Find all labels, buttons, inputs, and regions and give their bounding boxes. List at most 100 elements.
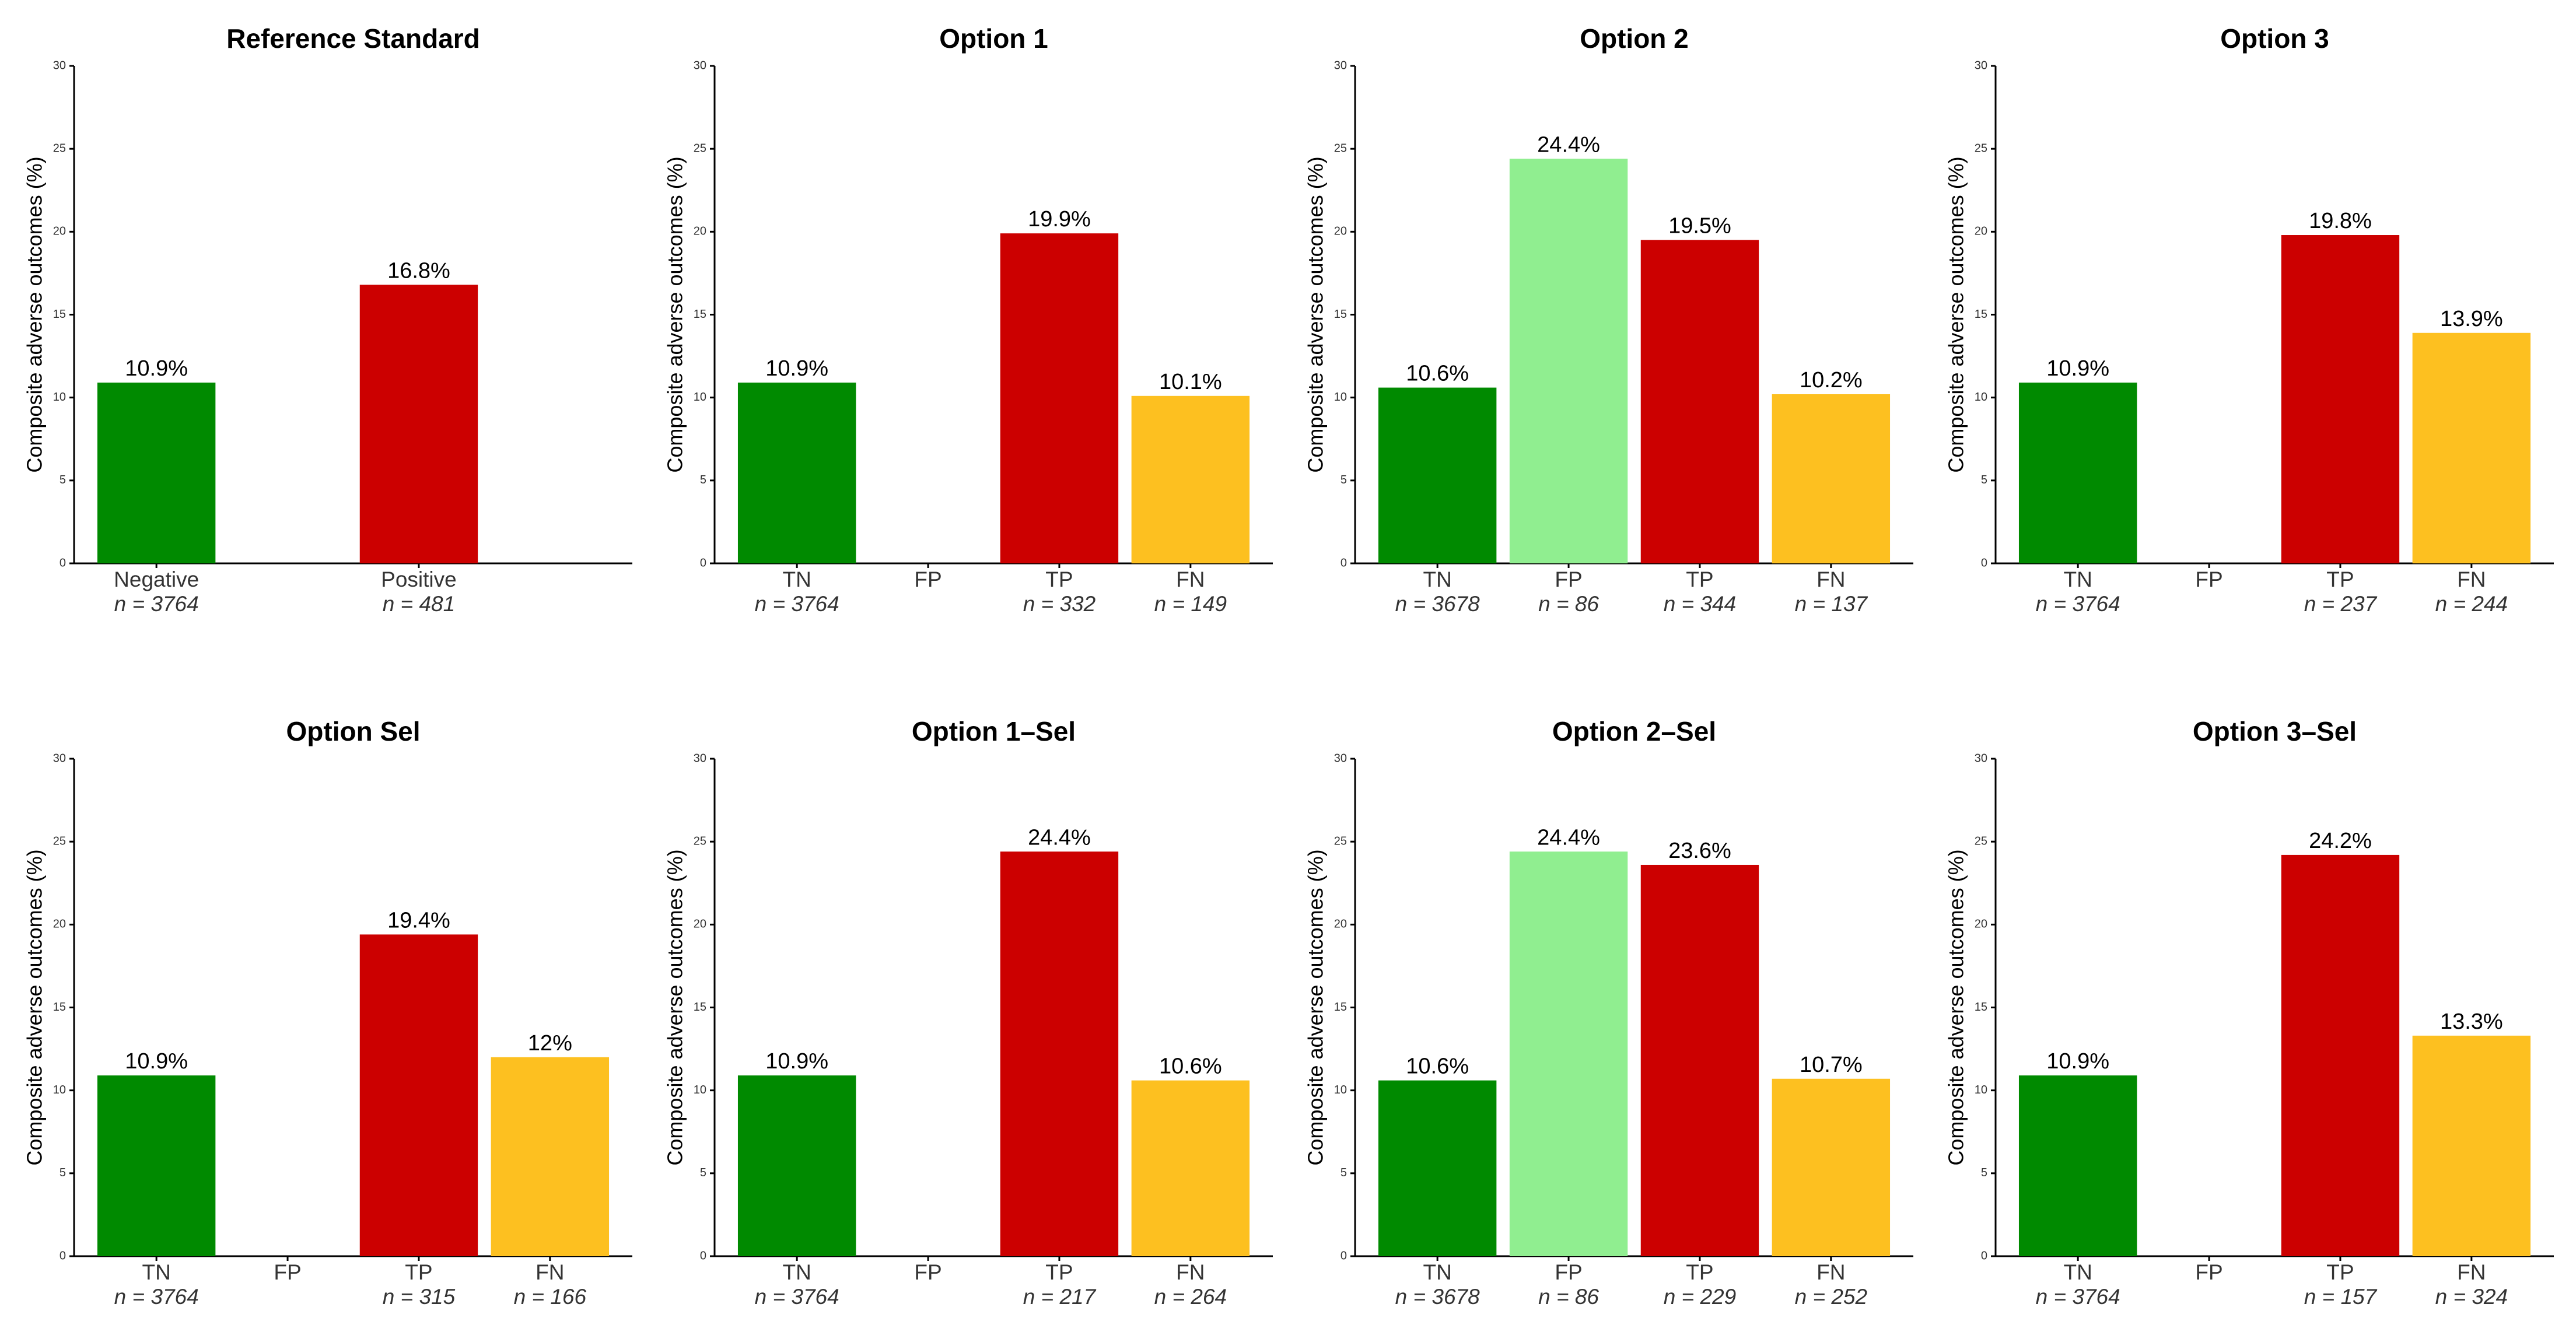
bar bbox=[359, 285, 478, 563]
bar bbox=[1131, 395, 1250, 563]
y-tick-label: 0 bbox=[1340, 556, 1347, 569]
y-tick-label: 30 bbox=[1975, 59, 1987, 72]
bar bbox=[1000, 851, 1119, 1256]
value-label: 10.1% bbox=[1159, 370, 1222, 394]
y-tick-label: 30 bbox=[1334, 59, 1347, 72]
x-tick-label: TP bbox=[1045, 567, 1073, 591]
y-tick-label: 5 bbox=[60, 474, 66, 486]
value-label: 12% bbox=[528, 1031, 572, 1056]
value-label: 19.8% bbox=[2309, 209, 2372, 233]
value-label: 16.8% bbox=[387, 258, 450, 283]
y-axis-label: Composite adverse outcomes (%) bbox=[663, 849, 687, 1165]
x-tick-label: TN bbox=[1423, 1260, 1451, 1284]
n-label: n = 86 bbox=[1538, 1285, 1599, 1309]
y-tick-label: 20 bbox=[53, 225, 66, 238]
y-axis-label: Composite adverse outcomes (%) bbox=[1304, 849, 1328, 1165]
y-tick-label: 0 bbox=[60, 556, 66, 569]
bar bbox=[1378, 387, 1497, 563]
bar bbox=[1000, 233, 1119, 564]
n-label: n = 332 bbox=[1023, 592, 1096, 616]
value-label: 10.9% bbox=[765, 356, 828, 381]
value-label: 10.6% bbox=[1406, 362, 1469, 386]
x-tick-label: Positive bbox=[381, 567, 457, 591]
n-label: n = 237 bbox=[2304, 592, 2378, 616]
y-tick-label: 30 bbox=[694, 59, 706, 72]
y-tick-label: 25 bbox=[53, 142, 66, 155]
panel-title: Option 1 bbox=[939, 23, 1048, 54]
y-tick-label: 10 bbox=[1334, 1084, 1347, 1096]
bar bbox=[359, 934, 478, 1256]
y-tick-label: 10 bbox=[1975, 391, 1987, 404]
bar bbox=[1772, 394, 1891, 563]
y-tick-label: 25 bbox=[694, 835, 706, 847]
x-tick-label: FN bbox=[1817, 1260, 1845, 1284]
value-label: 10.9% bbox=[2046, 1049, 2109, 1074]
n-label: n = 264 bbox=[1154, 1285, 1227, 1309]
n-label: n = 3678 bbox=[1395, 1285, 1480, 1309]
x-tick-label: FP bbox=[1555, 1260, 1582, 1284]
y-tick-label: 20 bbox=[1975, 918, 1987, 931]
y-tick-label: 15 bbox=[1975, 1001, 1987, 1014]
y-axis-label: Composite adverse outcomes (%) bbox=[23, 156, 47, 472]
panel-title: Option Sel bbox=[286, 716, 421, 746]
bar bbox=[2281, 854, 2400, 1256]
y-tick-label: 0 bbox=[1981, 556, 1987, 569]
x-tick-label: TN bbox=[2063, 567, 2092, 591]
y-tick-label: 25 bbox=[1975, 142, 1987, 155]
value-label: 19.4% bbox=[387, 908, 450, 933]
value-label: 23.6% bbox=[1668, 839, 1731, 863]
n-label: n = 3678 bbox=[1395, 592, 1480, 616]
y-tick-label: 5 bbox=[700, 474, 706, 486]
n-label: n = 481 bbox=[383, 592, 455, 616]
x-tick-label: FP bbox=[1555, 567, 1582, 591]
n-label: n = 315 bbox=[383, 1285, 456, 1309]
x-tick-label: FP bbox=[274, 1260, 301, 1284]
x-tick-label: FP bbox=[2195, 1260, 2222, 1284]
y-tick-label: 30 bbox=[53, 59, 66, 72]
x-tick-label: TN bbox=[2063, 1260, 2092, 1284]
bar bbox=[2281, 235, 2400, 563]
bar bbox=[737, 1075, 856, 1256]
value-label: 10.6% bbox=[1406, 1054, 1469, 1079]
n-label: n = 166 bbox=[514, 1285, 587, 1309]
bar bbox=[1509, 851, 1628, 1256]
value-label: 19.5% bbox=[1668, 214, 1731, 239]
value-label: 24.2% bbox=[2309, 829, 2372, 853]
bar bbox=[1640, 240, 1759, 563]
x-tick-label: TP bbox=[1686, 1260, 1713, 1284]
n-label: n = 3764 bbox=[2036, 592, 2120, 616]
y-tick-label: 0 bbox=[1340, 1249, 1347, 1262]
x-tick-label: FN bbox=[1817, 567, 1845, 591]
x-tick-label: FN bbox=[2457, 567, 2486, 591]
n-label: n = 149 bbox=[1154, 592, 1227, 616]
n-label: n = 137 bbox=[1795, 592, 1868, 616]
y-tick-label: 15 bbox=[53, 1001, 66, 1014]
x-tick-label: FN bbox=[2457, 1260, 2486, 1284]
x-tick-label: FP bbox=[914, 567, 942, 591]
y-tick-label: 15 bbox=[694, 1001, 706, 1014]
y-tick-label: 30 bbox=[1975, 752, 1987, 765]
bar bbox=[491, 1057, 610, 1256]
n-label: n = 157 bbox=[2304, 1285, 2378, 1309]
y-tick-label: 20 bbox=[1334, 225, 1347, 238]
x-tick-label: TP bbox=[1045, 1260, 1073, 1284]
x-tick-label: FP bbox=[2195, 567, 2222, 591]
n-label: n = 252 bbox=[1795, 1285, 1868, 1309]
y-tick-label: 5 bbox=[1340, 1166, 1347, 1179]
y-tick-label: 25 bbox=[694, 142, 706, 155]
x-tick-label: TN bbox=[142, 1260, 170, 1284]
x-tick-label: TP bbox=[405, 1260, 432, 1284]
value-label: 10.9% bbox=[765, 1049, 828, 1074]
value-label: 24.4% bbox=[1028, 825, 1091, 850]
panel-title: Option 3–Sel bbox=[2193, 716, 2357, 746]
y-tick-label: 10 bbox=[53, 1084, 66, 1096]
n-label: n = 217 bbox=[1023, 1285, 1097, 1309]
y-tick-label: 30 bbox=[1334, 752, 1347, 765]
y-tick-label: 15 bbox=[694, 308, 706, 321]
value-label: 10.9% bbox=[2046, 356, 2109, 381]
bar bbox=[1772, 1078, 1891, 1256]
y-tick-label: 25 bbox=[1334, 142, 1347, 155]
panel-title: Reference Standard bbox=[226, 23, 480, 54]
value-label: 10.7% bbox=[1800, 1053, 1863, 1077]
x-tick-label: FN bbox=[536, 1260, 564, 1284]
